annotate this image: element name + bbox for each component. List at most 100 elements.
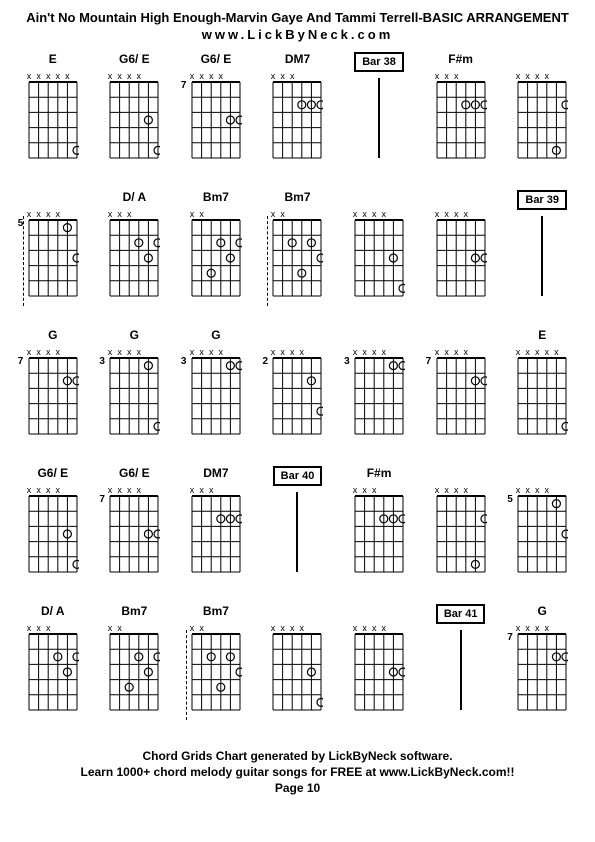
svg-text:x: x	[209, 71, 214, 81]
svg-text:x: x	[108, 71, 113, 81]
svg-text:x: x	[108, 623, 113, 633]
chord-diagram-cell: xxxx	[423, 190, 499, 320]
svg-text:x: x	[435, 347, 440, 357]
svg-text:x: x	[535, 485, 540, 495]
chord-diagram-cell: G7xxxx	[504, 604, 580, 734]
svg-text:x: x	[46, 347, 51, 357]
svg-text:x: x	[454, 71, 459, 81]
chord-label: D/ A	[41, 604, 65, 620]
svg-text:x: x	[444, 485, 449, 495]
svg-text:x: x	[372, 485, 377, 495]
svg-text:x: x	[199, 347, 204, 357]
bar-label: Bar 41	[436, 604, 486, 624]
svg-text:x: x	[463, 209, 468, 219]
chord-diagram: xxxx	[271, 346, 323, 436]
diagram-wrap: xxxx	[353, 208, 405, 298]
chord-label	[51, 190, 54, 206]
chord-diagram: xxxx	[516, 622, 568, 712]
dashed-connector	[23, 216, 24, 306]
fret-number: 7	[18, 356, 24, 367]
chord-diagram-cell: G 3xxxx	[178, 328, 254, 458]
chord-diagram-cell: G3xxxx	[97, 328, 173, 458]
dashed-connector	[186, 630, 187, 720]
svg-text:x: x	[382, 209, 387, 219]
svg-text:x: x	[271, 347, 276, 357]
svg-text:x: x	[137, 485, 142, 495]
svg-text:x: x	[372, 347, 377, 357]
svg-text:x: x	[353, 209, 358, 219]
bar-line	[296, 492, 298, 572]
footer-line-2: Learn 1000+ chord melody guitar songs fo…	[15, 765, 580, 779]
footer-line-3: Page 10	[15, 781, 580, 795]
bar-marker-cell: Bar 41	[423, 604, 499, 734]
svg-text:x: x	[127, 485, 132, 495]
svg-text:x: x	[118, 209, 123, 219]
chord-diagram: xx	[108, 622, 160, 712]
chord-label	[459, 190, 462, 206]
svg-text:x: x	[118, 71, 123, 81]
chord-diagram-cell: 7xxxx	[423, 328, 499, 458]
chord-label: F#m	[448, 52, 473, 68]
diagram-wrap: 2xxxx	[271, 346, 323, 436]
svg-text:x: x	[382, 623, 387, 633]
chord-diagram: xx	[190, 208, 242, 298]
svg-text:x: x	[118, 347, 123, 357]
page-subtitle: www.LickByNeck.com	[15, 27, 580, 42]
svg-text:x: x	[46, 623, 51, 633]
bar-label: Bar 38	[354, 52, 404, 72]
chord-label	[377, 328, 380, 344]
svg-text:x: x	[353, 623, 358, 633]
fret-number: 5	[507, 494, 513, 505]
diagram-wrap: xxx	[190, 484, 242, 574]
svg-text:x: x	[362, 485, 367, 495]
chord-diagram-cell: F#mxxx	[423, 52, 499, 182]
bar-marker-cell: Bar 38	[341, 52, 417, 182]
chord-diagram: xxxx	[108, 346, 160, 436]
svg-text:x: x	[199, 623, 204, 633]
chord-label: DM7	[203, 466, 228, 482]
chord-diagram: xxxx	[516, 484, 568, 574]
diagram-wrap: 3xxxx	[353, 346, 405, 436]
chord-label: Bm7	[121, 604, 147, 620]
fret-number: 3	[181, 356, 187, 367]
diagram-wrap: xx	[271, 208, 323, 298]
chord-label	[377, 190, 380, 206]
fret-number: 3	[344, 356, 350, 367]
diagram-wrap: xxx	[27, 622, 79, 712]
fret-number: 3	[99, 356, 105, 367]
svg-text:x: x	[281, 347, 286, 357]
diagram-wrap: xxxx	[516, 70, 568, 160]
diagram-wrap: xxxx	[271, 622, 323, 712]
page-title: Ain't No Mountain High Enough-Marvin Gay…	[15, 10, 580, 25]
svg-text:x: x	[526, 347, 531, 357]
svg-text:x: x	[535, 623, 540, 633]
diagram-wrap: xxx	[108, 208, 160, 298]
svg-text:x: x	[46, 71, 51, 81]
chord-label	[377, 604, 380, 620]
chord-diagram: xxxx	[353, 346, 405, 436]
svg-text:x: x	[218, 71, 223, 81]
svg-text:x: x	[545, 623, 550, 633]
svg-text:x: x	[127, 71, 132, 81]
chord-label: Bm7	[203, 604, 229, 620]
chord-label	[541, 466, 544, 482]
diagram-wrap: xx	[190, 622, 242, 712]
chord-diagram: xxxx	[190, 346, 242, 436]
chord-label: G6/ E	[119, 52, 150, 68]
svg-text:x: x	[454, 347, 459, 357]
svg-text:x: x	[55, 209, 60, 219]
fret-number: 7	[99, 494, 105, 505]
svg-text:x: x	[526, 71, 531, 81]
svg-text:x: x	[382, 347, 387, 357]
chord-diagram-cell: D/ A xxx	[15, 604, 91, 734]
svg-text:x: x	[362, 623, 367, 633]
svg-text:x: x	[190, 623, 195, 633]
chord-label: G	[211, 328, 220, 344]
chord-diagram-cell: F#mxxx	[341, 466, 417, 596]
diagram-wrap: xx	[108, 622, 160, 712]
svg-text:x: x	[300, 347, 305, 357]
svg-text:x: x	[118, 485, 123, 495]
svg-text:x: x	[463, 485, 468, 495]
fret-number: 7	[181, 80, 187, 91]
chord-diagram: xxxx	[353, 208, 405, 298]
